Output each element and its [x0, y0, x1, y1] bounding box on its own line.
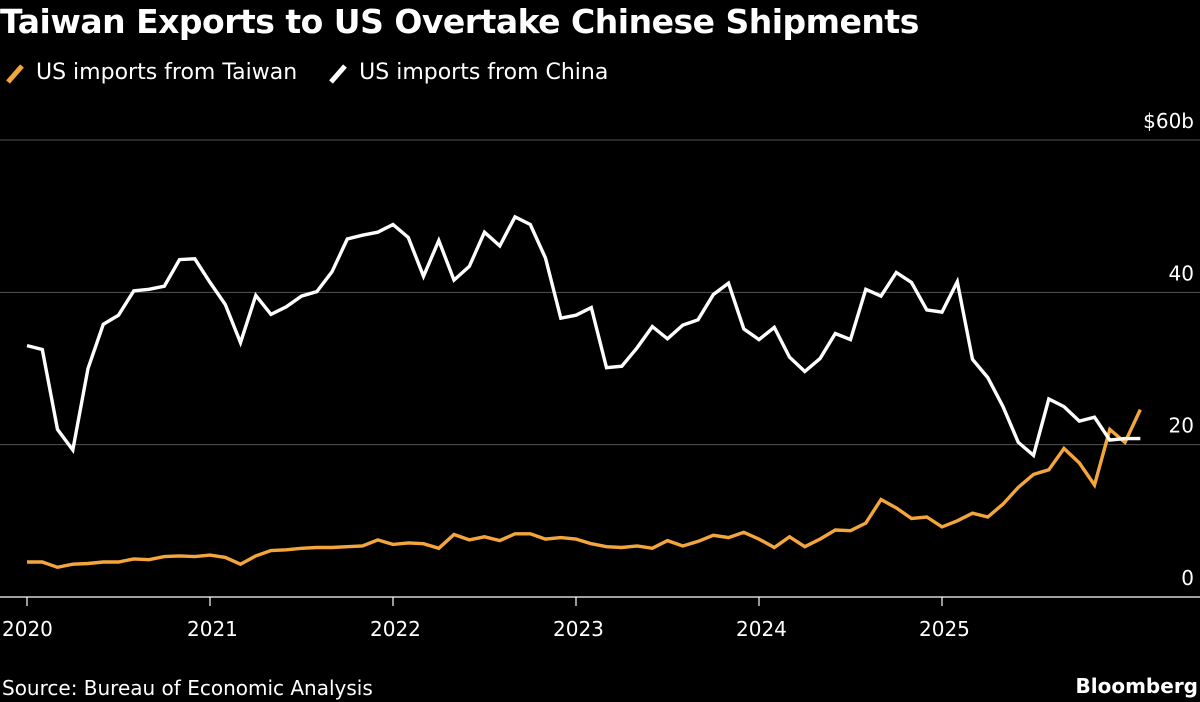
legend-swatch-taiwan [4, 62, 26, 84]
series-line-china [26, 214, 1141, 459]
y-tick-label: $60b [1143, 109, 1194, 133]
y-tick-label: 20 [1169, 414, 1194, 438]
chart-title: Taiwan Exports to US Overtake Chinese Sh… [0, 2, 919, 41]
source-note: Source: Bureau of Economic Analysis [2, 676, 373, 700]
legend-swatch-china [327, 62, 349, 84]
x-tick-label: 2022 [370, 617, 421, 641]
legend-label-china: US imports from China [359, 60, 609, 85]
x-tick-label: 2021 [187, 617, 238, 641]
brand-logo: Bloomberg [1075, 674, 1198, 698]
x-tick-label: 2023 [553, 617, 604, 641]
x-tick-label: 2025 [919, 617, 970, 641]
y-tick-label: 0 [1181, 566, 1194, 590]
legend: US imports from Taiwan US imports from C… [4, 60, 608, 85]
legend-label-taiwan: US imports from Taiwan [36, 60, 298, 85]
x-tick-label: 2024 [736, 617, 787, 641]
legend-item-china: US imports from China [327, 60, 608, 85]
series-line-taiwan [27, 408, 1142, 570]
x-tick-label: 2020 [2, 617, 53, 641]
legend-item-taiwan: US imports from Taiwan [4, 60, 297, 85]
y-tick-label: 40 [1169, 261, 1194, 285]
